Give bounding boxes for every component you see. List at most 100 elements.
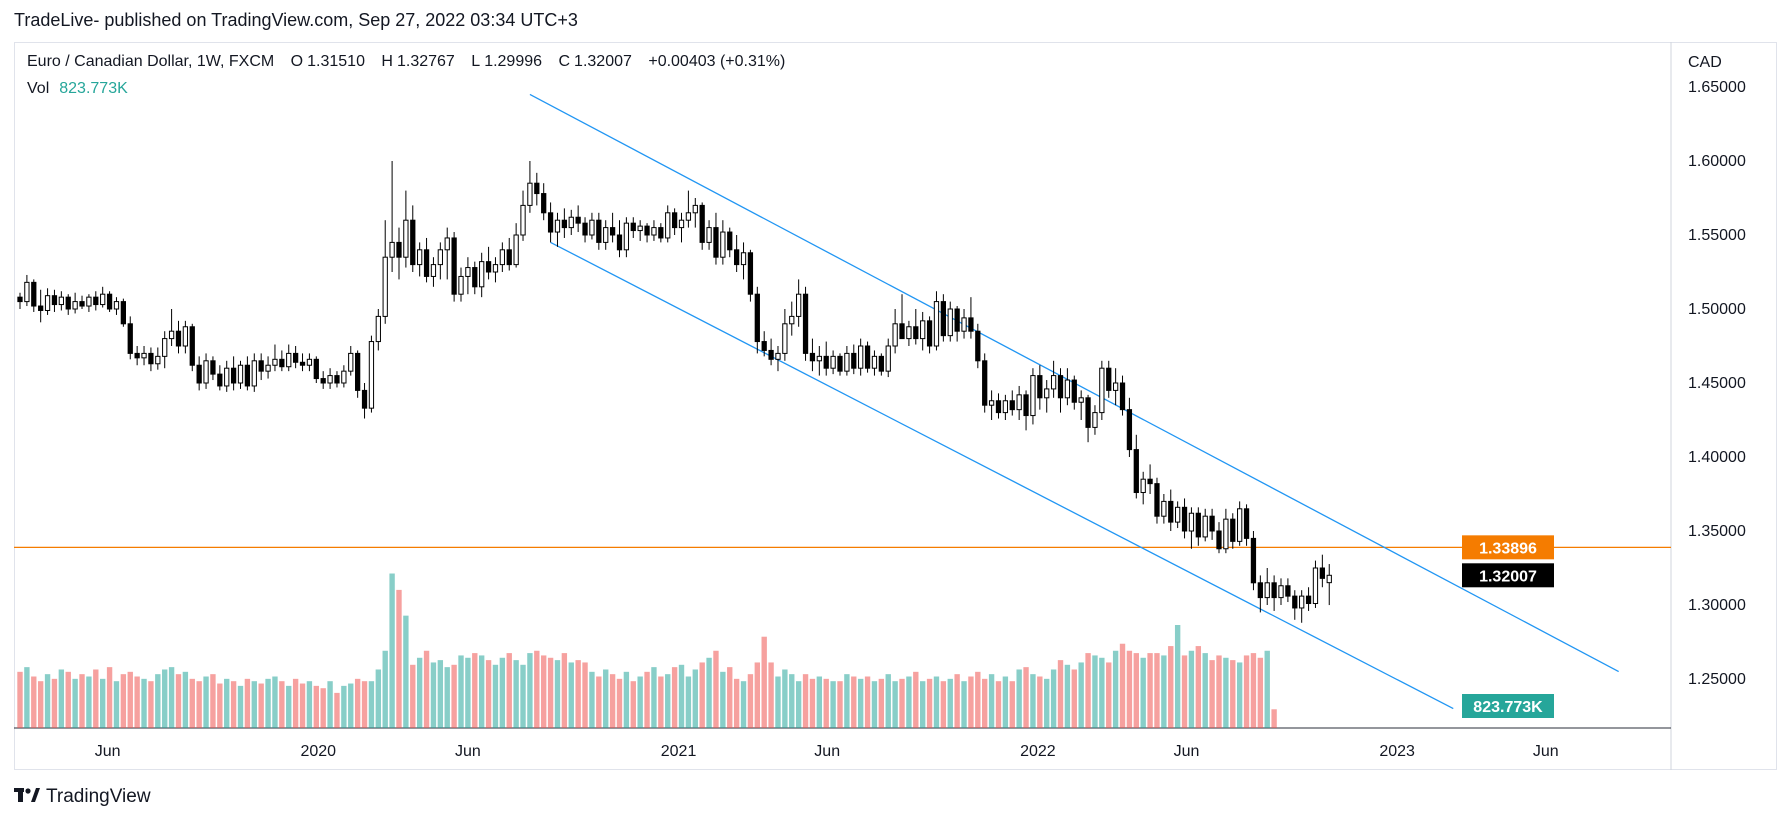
volume-bar bbox=[699, 662, 705, 728]
candle-body bbox=[637, 225, 643, 232]
volume-bar bbox=[492, 664, 499, 728]
volume-bar bbox=[106, 667, 113, 728]
volume-bar bbox=[162, 669, 168, 728]
volume-bar bbox=[616, 678, 623, 728]
change-value: +0.00403 (+0.31%) bbox=[648, 53, 786, 70]
volume-bar bbox=[823, 678, 829, 728]
candle-body bbox=[568, 216, 574, 229]
volume-bar bbox=[575, 660, 581, 728]
volume-bar bbox=[423, 650, 430, 728]
volume-bar bbox=[127, 671, 133, 728]
volume-bar bbox=[354, 678, 361, 728]
volume-bar bbox=[782, 669, 788, 728]
volume-bar bbox=[396, 589, 402, 728]
candle-body bbox=[24, 281, 30, 303]
candle-body bbox=[355, 352, 361, 391]
volume-bar bbox=[1126, 650, 1133, 728]
symbol-name[interactable]: Euro / Canadian Dollar, 1W, FXCM bbox=[27, 53, 275, 70]
candle-body bbox=[947, 308, 953, 337]
volume-bar bbox=[775, 676, 781, 728]
volume-bar bbox=[313, 685, 319, 728]
volume-bar bbox=[899, 678, 905, 728]
volume-bar bbox=[506, 653, 512, 728]
volume-bar bbox=[1230, 660, 1236, 728]
candle-body bbox=[1009, 400, 1015, 411]
candle-body bbox=[1044, 388, 1050, 399]
candle-body bbox=[341, 370, 347, 384]
candle-body bbox=[789, 315, 795, 325]
volume-bar bbox=[795, 681, 802, 728]
volume-bar bbox=[286, 685, 292, 728]
candle-body bbox=[1154, 483, 1160, 517]
candle-body bbox=[203, 360, 209, 384]
volume-bar bbox=[1174, 625, 1181, 728]
tradingview-brand: TradingView bbox=[46, 786, 151, 807]
volume-bar bbox=[189, 678, 195, 728]
candle-body bbox=[782, 323, 788, 354]
candle-body bbox=[1278, 585, 1284, 599]
price-axis-currency: CAD bbox=[1688, 54, 1722, 71]
candle-body bbox=[1050, 375, 1057, 390]
volume-bar bbox=[1209, 660, 1215, 728]
candle-body bbox=[93, 296, 99, 306]
price-tick-label: 1.35000 bbox=[1688, 523, 1746, 540]
price-tick-label: 1.25000 bbox=[1688, 671, 1746, 688]
candle-body bbox=[775, 352, 781, 360]
candle-body bbox=[175, 330, 182, 347]
candle-body bbox=[403, 219, 409, 258]
candle-body bbox=[1099, 367, 1105, 414]
candle-body bbox=[244, 364, 251, 387]
candle-body bbox=[230, 367, 237, 384]
candle-body bbox=[127, 323, 133, 354]
price-tick-label: 1.55000 bbox=[1688, 227, 1746, 244]
volume-bar bbox=[320, 688, 326, 728]
volume-label[interactable]: Vol bbox=[27, 80, 50, 97]
volume-bar bbox=[637, 676, 643, 728]
candle-body bbox=[754, 293, 760, 343]
candle-body bbox=[286, 352, 292, 368]
volume-bar bbox=[472, 653, 478, 728]
candle-body bbox=[844, 352, 850, 372]
candle-body bbox=[975, 330, 981, 362]
candle-body bbox=[926, 320, 933, 347]
open-label: O bbox=[290, 53, 304, 70]
volume-bar bbox=[885, 674, 891, 728]
tradingview-logo[interactable]: TradingView bbox=[14, 785, 151, 809]
volume-bar bbox=[878, 678, 885, 728]
volume-bar bbox=[24, 667, 30, 728]
volume-bar bbox=[733, 678, 740, 728]
time-tick-label: Jun bbox=[1533, 743, 1559, 760]
candle-body bbox=[72, 301, 78, 310]
candle-body bbox=[258, 360, 264, 372]
volume-bar bbox=[892, 681, 898, 728]
time-tick-label: Jun bbox=[1174, 743, 1200, 760]
time-tick-label: Jun bbox=[95, 743, 121, 760]
volume-bar bbox=[1085, 653, 1091, 728]
candle-body bbox=[933, 301, 940, 347]
candle-body bbox=[747, 252, 754, 295]
candle-body bbox=[189, 326, 195, 366]
candle-body bbox=[761, 341, 767, 351]
level-price-badge bbox=[1462, 535, 1554, 560]
candle-body bbox=[423, 249, 430, 277]
volume-bar bbox=[292, 678, 299, 728]
candle-body bbox=[1285, 585, 1291, 597]
high-value: 1.32767 bbox=[396, 53, 455, 70]
candle-body bbox=[251, 360, 257, 387]
candle-body bbox=[1299, 595, 1305, 609]
volume-bar bbox=[844, 674, 850, 728]
candle-body bbox=[802, 293, 809, 354]
candle-body bbox=[44, 295, 51, 311]
candle-body bbox=[899, 323, 905, 340]
candle-body bbox=[554, 219, 561, 233]
candle-body bbox=[217, 373, 223, 387]
candle-body bbox=[871, 355, 878, 369]
candle-body bbox=[17, 296, 23, 303]
candle-body bbox=[361, 389, 368, 409]
candle-body bbox=[79, 301, 85, 307]
volume-bar bbox=[671, 667, 678, 728]
candle-body bbox=[120, 301, 126, 325]
volume-bar bbox=[1250, 653, 1257, 728]
volume-bar bbox=[568, 662, 574, 728]
